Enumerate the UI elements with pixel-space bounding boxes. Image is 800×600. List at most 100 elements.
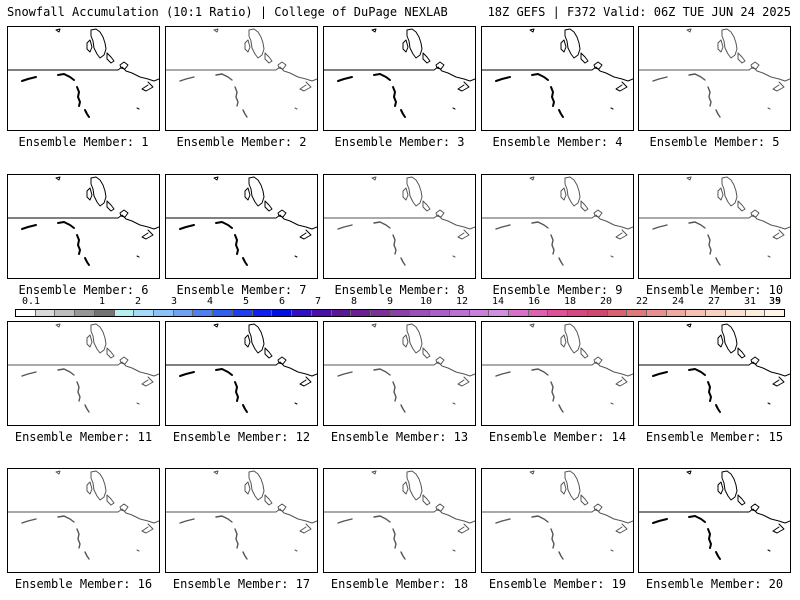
ensemble-member-label: Ensemble Member: 4 <box>492 135 623 149</box>
colorbar-swatch <box>489 310 509 316</box>
colorbar-swatch <box>706 310 726 316</box>
colorbar-swatch <box>213 310 233 316</box>
colorbar-tick-label: 14 <box>491 296 505 307</box>
colorbar-swatch <box>252 310 273 316</box>
colorbar-swatch <box>686 310 707 316</box>
ensemble-member-label: Ensemble Member: 7 <box>176 283 307 297</box>
ensemble-map-panel <box>638 26 791 131</box>
ensemble-member-label: Ensemble Member: 20 <box>645 577 784 591</box>
ensemble-member-label: Ensemble Member: 16 <box>14 577 153 591</box>
ensemble-member-label: Ensemble Member: 10 <box>645 283 784 297</box>
ensemble-member-label: Ensemble Member: 3 <box>334 135 465 149</box>
colorbar-tick-label: 2 <box>134 296 142 307</box>
ensemble-map-panel <box>323 468 476 573</box>
colorbar-swatch <box>173 310 194 316</box>
colorbar-tick-label: 7 <box>314 296 322 307</box>
ensemble-member-label: Ensemble Member: 5 <box>649 135 780 149</box>
colorbar-tick-label: 6 <box>278 296 286 307</box>
colorbar-swatch <box>114 310 135 316</box>
ensemble-map-panel <box>165 468 318 573</box>
colorbar-swatch <box>94 310 115 316</box>
ensemble-map-panel <box>165 174 318 279</box>
colorbar-swatch <box>292 310 312 316</box>
run-valid-time: 18Z GEFS | F372 Valid: 06Z TUE JUN 24 20… <box>487 5 791 19</box>
colorbar-swatch <box>469 310 490 316</box>
ensemble-member-label: Ensemble Member: 17 <box>172 577 311 591</box>
ensemble-map-panel <box>481 468 634 573</box>
ensemble-map-panel <box>481 26 634 131</box>
ensemble-map-panel <box>7 468 160 573</box>
colorbar-swatch <box>16 310 36 316</box>
colorbar-swatch <box>745 310 766 316</box>
ensemble-map-panel <box>7 26 160 131</box>
colorbar-swatch <box>351 310 371 316</box>
colorbar-swatch <box>410 310 431 316</box>
colorbar-tick-label: 27 <box>707 296 721 307</box>
colorbar-swatch <box>548 310 569 316</box>
colorbar-swatch <box>449 310 470 316</box>
colorbar-swatch <box>725 310 746 316</box>
ensemble-member-label: Ensemble Member: 9 <box>492 283 623 297</box>
ensemble-map-panel <box>165 321 318 426</box>
ensemble-map-panel <box>638 321 791 426</box>
colorbar-swatch <box>607 310 628 316</box>
colorbar-swatch <box>666 310 687 316</box>
colorbar-tick-label: 3 <box>170 296 178 307</box>
colorbar-swatch <box>272 310 293 316</box>
colorbar-tick-label: 35 <box>768 296 782 307</box>
colorbar-swatch <box>134 310 155 316</box>
colorbar-swatch <box>55 310 76 316</box>
colorbar-tick-label: 31 <box>743 296 757 307</box>
chart-title: Snowfall Accumulation (10:1 Ratio) | Col… <box>7 5 448 19</box>
colorbar-swatch <box>370 310 391 316</box>
ensemble-member-label: Ensemble Member: 11 <box>14 430 153 444</box>
colorbar-swatch <box>232 310 253 316</box>
colorbar-swatch <box>311 310 332 316</box>
colorbar-swatch <box>765 310 785 316</box>
colorbar-tick-label: 4 <box>206 296 214 307</box>
ensemble-member-label: Ensemble Member: 13 <box>330 430 469 444</box>
ensemble-member-label: Ensemble Member: 19 <box>488 577 627 591</box>
colorbar-swatch <box>430 310 450 316</box>
ensemble-member-label: Ensemble Member: 1 <box>18 135 149 149</box>
colorbar-swatch <box>528 310 549 316</box>
ensemble-member-label: Ensemble Member: 2 <box>176 135 307 149</box>
colorbar-swatch <box>647 310 667 316</box>
snowfall-colorbar <box>15 309 785 317</box>
colorbar-tick-label: 1 <box>98 296 106 307</box>
ensemble-map-panel <box>481 321 634 426</box>
colorbar-tick-label: 39 <box>768 296 782 307</box>
colorbar-tick-label: 18 <box>563 296 577 307</box>
colorbar-tick-label: 22 <box>635 296 649 307</box>
colorbar-swatch <box>75 310 95 316</box>
ensemble-member-label: Ensemble Member: 14 <box>488 430 627 444</box>
colorbar-swatch <box>35 310 56 316</box>
colorbar-tick-label: 10 <box>419 296 433 307</box>
colorbar-swatch <box>627 310 647 316</box>
ensemble-member-label: Ensemble Member: 18 <box>330 577 469 591</box>
colorbar-swatch <box>568 310 588 316</box>
colorbar-swatch <box>331 310 352 316</box>
colorbar-tick-label: 12 <box>455 296 469 307</box>
colorbar-tick-label: 16 <box>527 296 541 307</box>
colorbar-tick-label: 0.1 <box>21 296 41 307</box>
ensemble-map-panel <box>323 174 476 279</box>
ensemble-map-panel <box>7 321 160 426</box>
ensemble-member-label: Ensemble Member: 12 <box>172 430 311 444</box>
colorbar-tick-label: 9 <box>386 296 394 307</box>
ensemble-map-panel <box>165 26 318 131</box>
ensemble-map-panel <box>481 174 634 279</box>
colorbar-swatch <box>154 310 174 316</box>
ensemble-map-panel <box>638 468 791 573</box>
colorbar-tick-label: 5 <box>242 296 250 307</box>
ensemble-member-label: Ensemble Member: 6 <box>18 283 149 297</box>
colorbar-swatch <box>193 310 214 316</box>
ensemble-map-panel <box>7 174 160 279</box>
colorbar-swatch <box>587 310 608 316</box>
colorbar-swatch <box>508 310 529 316</box>
ensemble-map-panel <box>323 321 476 426</box>
ensemble-member-label: Ensemble Member: 15 <box>645 430 784 444</box>
ensemble-member-label: Ensemble Member: 8 <box>334 283 465 297</box>
ensemble-map-panel <box>638 174 791 279</box>
colorbar-tick-label: 24 <box>671 296 685 307</box>
